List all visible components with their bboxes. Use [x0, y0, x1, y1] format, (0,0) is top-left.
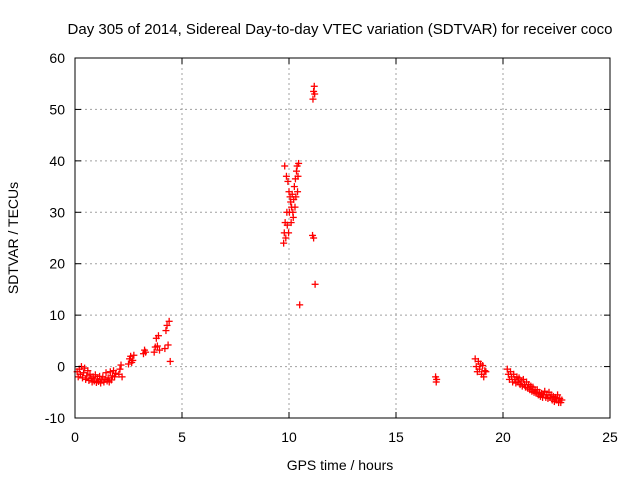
data-point [284, 177, 292, 185]
data-point [162, 327, 170, 335]
data-point [166, 357, 174, 365]
data-point [475, 365, 483, 373]
data-point [291, 203, 299, 211]
y-tick-label: 60 [49, 50, 65, 66]
data-point [107, 376, 115, 384]
data-point [116, 365, 124, 373]
data-point [91, 371, 99, 379]
y-tick-label: 10 [49, 307, 65, 323]
data-point [292, 193, 300, 201]
data-point [554, 391, 562, 399]
data-point [125, 360, 132, 368]
y-tick-label: 20 [49, 256, 65, 272]
data-point [283, 221, 291, 229]
data-point [295, 159, 303, 167]
y-tick-label: -10 [45, 410, 65, 426]
data-point [558, 396, 566, 404]
data-point [164, 341, 172, 349]
x-tick-label: 25 [602, 429, 618, 445]
x-tick-label: 15 [388, 429, 404, 445]
data-point [129, 356, 137, 364]
data-point [285, 229, 293, 237]
chart-title: Day 305 of 2014, Sidereal Day-to-day VTE… [68, 21, 613, 38]
x-tick-label: 10 [281, 429, 297, 445]
y-tick-label: 40 [49, 153, 65, 169]
data-point [118, 373, 126, 381]
data-point [156, 346, 164, 354]
ticks-layer [74, 57, 611, 419]
y-tick-label: 0 [57, 359, 65, 375]
data-point [288, 190, 296, 198]
data-point [117, 361, 125, 369]
data-point [311, 90, 319, 98]
data-point [289, 213, 297, 221]
data-point [481, 367, 489, 375]
data-point [310, 82, 318, 90]
x-axis-label: GPS time / hours [287, 457, 394, 473]
data-point [161, 345, 169, 353]
tick-labels-layer: 0 5 10 15 20 25 -10 0 10 20 30 40 50 60 [45, 50, 618, 445]
data-point [80, 369, 88, 377]
data-point [78, 374, 86, 382]
data-point [76, 370, 84, 378]
grid-layer [75, 58, 610, 418]
data-point [482, 368, 490, 376]
data-point [282, 172, 290, 180]
data-point [142, 348, 150, 356]
data-point [480, 373, 488, 381]
data-point [112, 369, 120, 377]
data-point [479, 362, 487, 370]
data-point [433, 375, 441, 383]
data-point [97, 379, 105, 387]
data-point [310, 234, 318, 242]
data-point [163, 321, 171, 329]
data-point [106, 368, 114, 376]
data-point [287, 219, 295, 227]
y-axis-label: SDTVAR / TECUs [5, 182, 21, 294]
data-points-layer [73, 82, 566, 407]
data-point [294, 188, 302, 196]
data-point [311, 280, 319, 288]
data-point [280, 239, 288, 247]
data-point [153, 342, 161, 350]
data-point [83, 372, 91, 380]
data-point [294, 172, 302, 180]
x-tick-label: 20 [495, 429, 511, 445]
data-point [127, 352, 135, 360]
data-point [165, 317, 173, 325]
data-point [309, 95, 317, 103]
data-point [102, 369, 110, 377]
y-tick-label: 30 [49, 204, 65, 220]
data-point [130, 351, 138, 359]
data-point [154, 332, 162, 340]
data-point [281, 162, 289, 170]
x-tick-label: 0 [71, 429, 79, 445]
data-point [282, 234, 290, 242]
data-point [290, 183, 298, 191]
x-tick-label: 5 [178, 429, 186, 445]
data-point [541, 387, 549, 395]
data-point [82, 375, 90, 383]
data-point [84, 367, 92, 375]
data-point [150, 348, 158, 356]
data-point [296, 301, 304, 309]
plot-frame [74, 57, 611, 419]
y-tick-label: 50 [49, 101, 65, 117]
data-point [111, 373, 119, 381]
